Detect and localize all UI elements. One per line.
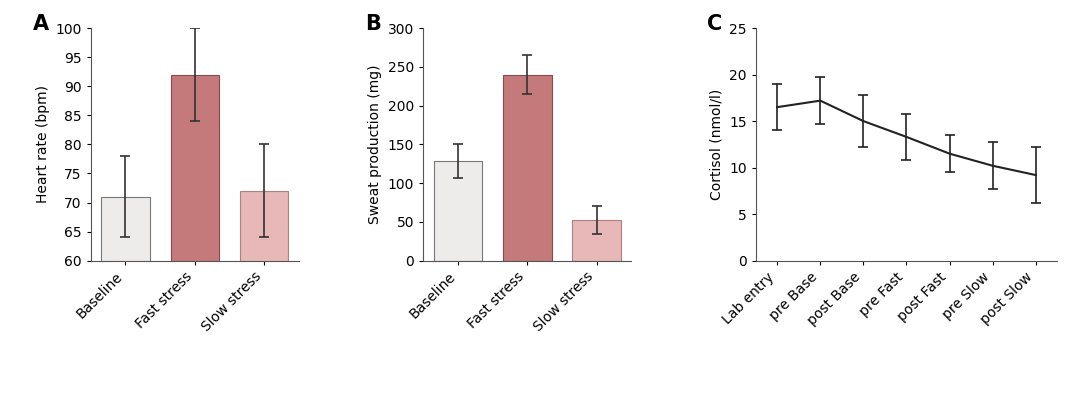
Bar bbox=[503, 75, 551, 261]
Bar bbox=[240, 191, 288, 401]
Text: B: B bbox=[365, 14, 381, 34]
Text: C: C bbox=[707, 14, 723, 34]
Y-axis label: Sweat production (mg): Sweat production (mg) bbox=[368, 65, 382, 224]
Bar bbox=[171, 75, 219, 401]
Bar bbox=[101, 196, 150, 401]
Y-axis label: Cortisol (nmol/l): Cortisol (nmol/l) bbox=[709, 89, 723, 200]
Bar bbox=[572, 220, 621, 261]
Bar bbox=[434, 162, 482, 261]
Text: A: A bbox=[32, 14, 49, 34]
Y-axis label: Heart rate (bpm): Heart rate (bpm) bbox=[36, 85, 50, 203]
